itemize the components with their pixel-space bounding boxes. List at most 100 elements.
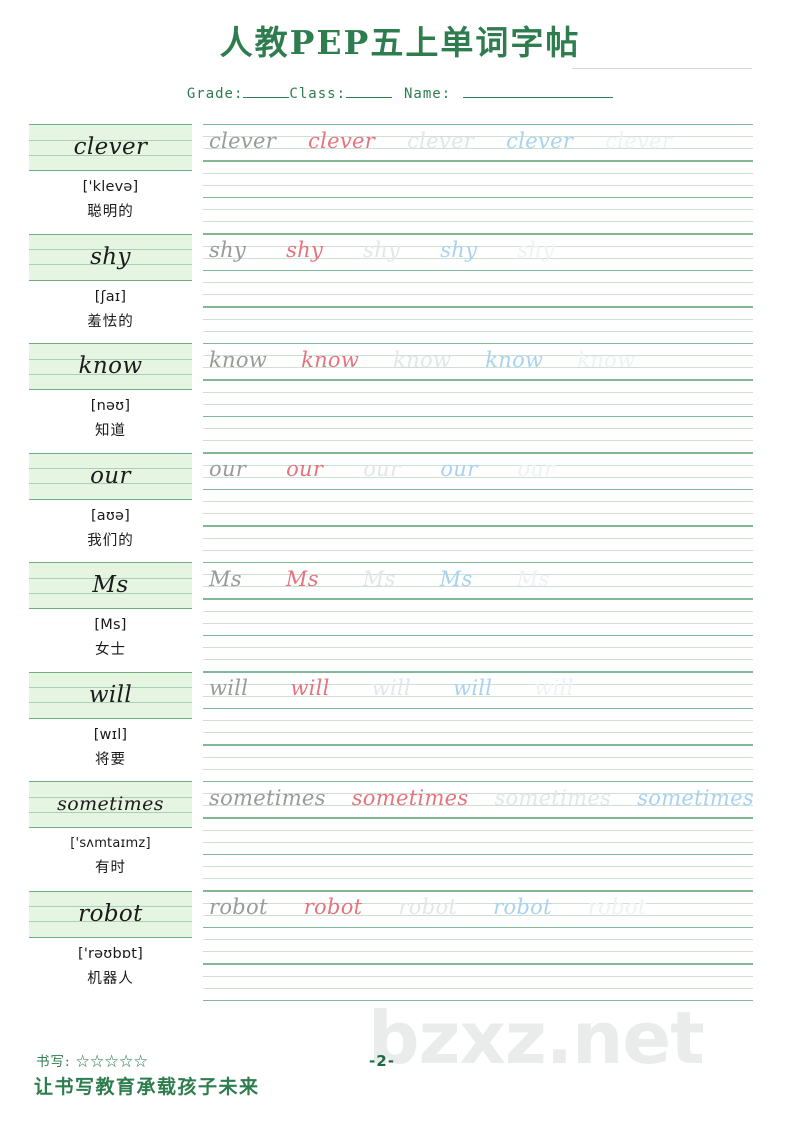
rule-line-mid <box>203 695 753 697</box>
ruled-line-group[interactable]: sometimes sometimes sometimes sometimes <box>203 781 753 818</box>
ruled-line-group[interactable]: Ms Ms Ms Ms Ms <box>203 562 753 599</box>
rule-line-mid <box>203 184 753 186</box>
rule-line-mid <box>203 464 753 466</box>
practice-area[interactable]: clever clever clever clever clever <box>203 124 753 234</box>
ruled-line-group[interactable] <box>203 598 753 636</box>
rule-line-mid <box>203 732 753 733</box>
chinese-meaning: 女士 <box>95 642 126 658</box>
band-guide-line <box>29 483 192 484</box>
rule-line-mid <box>203 403 753 405</box>
ruled-line-group[interactable]: shy shy shy shy shy <box>203 233 753 271</box>
rule-line-mid <box>203 841 753 843</box>
word-entry-cell: will [wɪl] 将要 <box>29 671 192 782</box>
ruled-line-group[interactable] <box>203 635 753 672</box>
rule-line-mid <box>203 866 753 867</box>
chinese-meaning: 我们的 <box>87 532 134 549</box>
page-footer: 书写: ☆☆☆☆☆ 让书写教育承载孩子未来 -2- <box>0 1024 800 1134</box>
practice-area[interactable]: shy shy shy shy shy <box>203 233 753 344</box>
rule-line-mid <box>203 951 753 952</box>
rule-line-top <box>203 963 753 965</box>
ruled-line-group[interactable] <box>203 854 753 891</box>
word-ruled-band: Ms <box>29 562 192 609</box>
chinese-meaning: 将要 <box>95 751 126 768</box>
rule-line-mid <box>203 914 753 916</box>
ruled-line-group[interactable] <box>203 817 753 855</box>
rule-line-top <box>203 160 753 162</box>
practice-area[interactable]: will will will will will <box>203 671 753 782</box>
rule-line-mid <box>203 172 753 174</box>
ruled-line-group[interactable]: robot robot robot robot robot <box>203 890 753 928</box>
ruled-line-group[interactable]: clever clever clever clever clever <box>203 124 753 161</box>
ruled-line-group[interactable] <box>203 708 753 745</box>
ruled-line-group[interactable] <box>203 744 753 782</box>
band-guide-line <box>29 796 192 798</box>
ruled-line-group[interactable] <box>203 160 753 198</box>
vocabulary-word: clever <box>73 134 148 160</box>
rule-line-top <box>203 379 753 381</box>
rule-line-top <box>203 343 753 344</box>
word-entry-cell: shy [ʃaɪ] 羞怯的 <box>29 233 192 344</box>
word-entry-cell: Ms [Ms] 女士 <box>29 562 192 672</box>
title-underline-rule <box>572 68 752 69</box>
score-label: 书写: <box>36 1054 71 1070</box>
rule-line-mid <box>203 939 753 940</box>
band-guide-line <box>29 906 192 907</box>
word-rows-container: clever ['klevə] 聪明的 clever clever clever… <box>0 124 800 1001</box>
practice-area[interactable]: Ms Ms Ms Ms Ms <box>203 562 753 672</box>
tracing-row: will will will will will <box>205 671 753 707</box>
word-ruled-band: will <box>29 671 192 719</box>
rule-line-top <box>203 270 753 271</box>
rule-line-mid <box>203 501 753 502</box>
ruled-line-group[interactable] <box>203 927 753 964</box>
tracing-row: robot robot robot robot robot <box>205 890 753 926</box>
word-row: Ms [Ms] 女士 Ms Ms Ms Ms Ms <box>0 562 800 672</box>
ruled-line-group[interactable] <box>203 270 753 307</box>
site-watermark: bzxz.net <box>368 996 705 1080</box>
band-guide-line <box>29 358 192 360</box>
rule-line-mid <box>203 318 753 320</box>
rule-line-top <box>203 452 753 454</box>
ruled-line-group[interactable] <box>203 525 753 563</box>
word-entry-cell: clever ['klevə] 聪明的 <box>29 124 192 234</box>
rule-line-top <box>203 489 753 490</box>
ruled-line-group[interactable] <box>203 197 753 234</box>
practice-area[interactable]: our our our our our <box>203 452 753 563</box>
rule-line-mid <box>203 148 753 149</box>
practice-area[interactable]: sometimes sometimes sometimes sometimes <box>203 781 753 891</box>
rule-line-top <box>203 854 753 855</box>
ruled-line-group[interactable]: know know know know know <box>203 343 753 380</box>
rule-line-top <box>203 124 753 125</box>
rule-line-top <box>203 598 753 600</box>
rule-line-mid <box>203 209 753 210</box>
vocabulary-word: shy <box>90 243 131 270</box>
word-entry-cell: sometimes ['sʌmtaɪmz] 有时 <box>29 781 192 891</box>
star-rating[interactable]: ☆☆☆☆☆ <box>75 1054 149 1070</box>
phonetic-transcription: ['klevə] <box>82 179 139 195</box>
grade-input-blank[interactable] <box>243 97 290 98</box>
rule-line-mid <box>203 756 753 758</box>
word-entry-cell: know [nəʊ] 知道 <box>29 343 192 453</box>
ruled-line-group[interactable]: will will will will will <box>203 671 753 709</box>
vocabulary-word: Ms <box>92 572 129 598</box>
tracing-row: sometimes sometimes sometimes sometimes <box>205 780 753 816</box>
handwriting-score: 书写: ☆☆☆☆☆ <box>36 1050 148 1070</box>
name-input-blank[interactable] <box>463 97 614 98</box>
ruled-line-group[interactable] <box>203 379 753 417</box>
rule-line-top <box>203 197 753 198</box>
rule-line-mid <box>203 683 753 685</box>
ruled-line-group[interactable] <box>203 416 753 453</box>
class-input-blank[interactable] <box>346 97 392 98</box>
word-entry-cell: robot ['rəʊbɒt] 机器人 <box>29 890 192 1001</box>
ruled-line-group[interactable] <box>203 306 753 344</box>
practice-area[interactable]: robot robot robot robot robot <box>203 890 753 1001</box>
ruled-line-group[interactable]: our our our our our <box>203 452 753 490</box>
vocabulary-word: will <box>88 681 133 708</box>
rule-line-mid <box>203 647 753 648</box>
name-label: Name: <box>404 86 452 102</box>
ruled-line-group[interactable] <box>203 963 753 1001</box>
practice-area[interactable]: know know know know know <box>203 343 753 453</box>
rule-line-mid <box>203 476 753 478</box>
vocabulary-word: sometimes <box>57 793 164 815</box>
ruled-line-group[interactable] <box>203 489 753 526</box>
rule-line-mid <box>203 878 753 879</box>
